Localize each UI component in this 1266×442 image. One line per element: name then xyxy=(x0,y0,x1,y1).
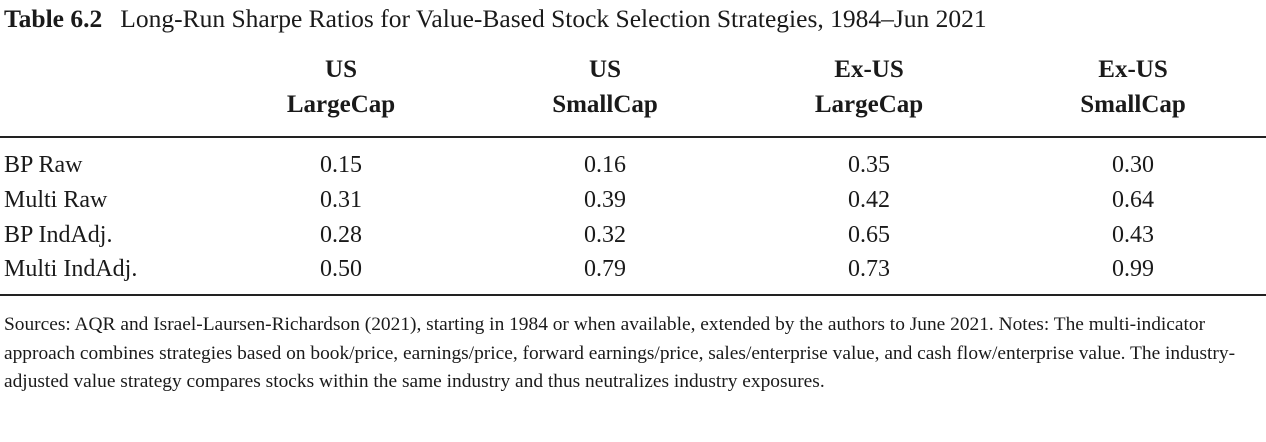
table-cell: 0.64 xyxy=(1112,187,1154,213)
footer-rule xyxy=(0,294,1266,296)
table-cell: 0.32 xyxy=(584,222,626,248)
header-rule xyxy=(0,136,1266,138)
table-cell: 0.99 xyxy=(1112,256,1154,282)
table-title: Table 6.2 Long-Run Sharpe Ratios for Valu… xyxy=(4,4,987,34)
column-header-us-smallcap: US SmallCap xyxy=(552,56,658,118)
row-label: BP Raw xyxy=(4,152,83,178)
column-header-us-largecap: US LargeCap xyxy=(286,56,396,118)
table-cell: 0.50 xyxy=(320,256,362,282)
table-cell: 0.15 xyxy=(320,152,362,178)
row-label: Multi IndAdj. xyxy=(4,256,138,282)
table-cell: 0.42 xyxy=(848,187,890,213)
table-row: BP Raw 0.15 0.16 0.35 0.30 xyxy=(0,148,1266,183)
column-header-exus-smallcap: Ex-US SmallCap xyxy=(1080,56,1186,118)
table-caption: Long-Run Sharpe Ratios for Value-Based S… xyxy=(120,4,987,33)
table-row: Multi Raw 0.31 0.39 0.42 0.64 xyxy=(0,183,1266,218)
table-cell: 0.65 xyxy=(848,222,890,248)
table-cell: 0.73 xyxy=(848,256,890,282)
table-notes: Sources: AQR and Israel-Laursen-Richards… xyxy=(4,314,1236,392)
table-cell: 0.31 xyxy=(320,187,362,213)
table-cell: 0.39 xyxy=(584,187,626,213)
table-row: Multi IndAdj. 0.50 0.79 0.73 0.99 xyxy=(0,252,1266,287)
table-cell: 0.79 xyxy=(584,256,626,282)
table-cell: 0.35 xyxy=(848,152,890,178)
table-number: Table 6.2 xyxy=(4,4,103,33)
row-label: BP IndAdj. xyxy=(4,222,113,248)
table-cell: 0.16 xyxy=(584,152,626,178)
table-cell: 0.30 xyxy=(1112,152,1154,178)
column-header-exus-largecap: Ex-US LargeCap xyxy=(814,56,924,118)
table-cell: 0.28 xyxy=(320,222,362,248)
row-label: Multi Raw xyxy=(4,187,108,213)
table-row: BP IndAdj. 0.28 0.32 0.65 0.43 xyxy=(0,218,1266,253)
table-cell: 0.43 xyxy=(1112,222,1154,248)
